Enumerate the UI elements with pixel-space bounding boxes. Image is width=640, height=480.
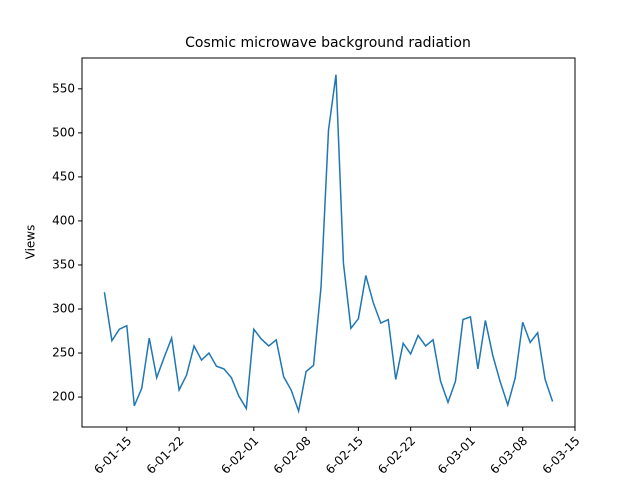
y-tick-label: 200 [52, 390, 75, 404]
x-tick-label: 6-03-15 [540, 434, 583, 477]
y-tick-label: 300 [52, 301, 75, 315]
x-tick-label: 6-01-15 [91, 434, 134, 477]
axes-frame [81, 57, 576, 428]
x-tick-label: 6-02-15 [323, 434, 366, 477]
y-tick-label: 500 [52, 125, 75, 139]
y-axis-label: Views [24, 225, 38, 260]
x-tick-label: 6-03-08 [487, 434, 530, 477]
y-tick-label: 400 [52, 213, 75, 227]
x-tick-label: 6-02-08 [271, 434, 314, 477]
y-tick-label: 350 [52, 257, 75, 271]
x-tick-label: 6-01-22 [144, 434, 187, 477]
y-tick-label: 450 [52, 169, 75, 183]
data-line [103, 74, 554, 415]
y-tick-label: 250 [52, 346, 75, 360]
x-tick-label: 6-03-01 [435, 434, 478, 477]
chart-title: Cosmic microwave background radiation [185, 35, 471, 51]
y-tick-label: 550 [52, 81, 75, 95]
x-tick-label: 6-02-01 [218, 434, 261, 477]
x-tick-label: 6-02-22 [375, 434, 418, 477]
